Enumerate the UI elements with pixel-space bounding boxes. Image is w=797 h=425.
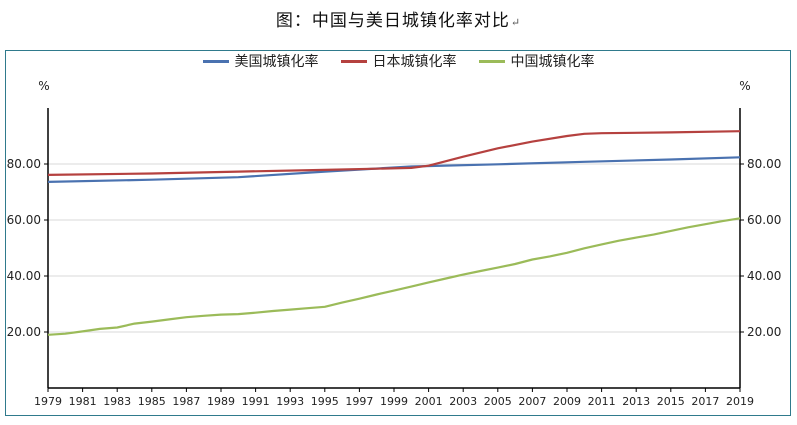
x-tick-label: 1991 [242, 395, 270, 408]
y-tick-label-left: 20.00 [7, 325, 41, 339]
legend-label-china: 中国城镇化率 [510, 54, 595, 70]
x-tick-label: 1979 [34, 395, 62, 408]
y-tick-label-left: 60.00 [7, 213, 41, 227]
y-tick-label-left: 40.00 [7, 269, 41, 283]
y-tick-label-right: 60.00 [747, 213, 781, 227]
series-line-1 [47, 130, 741, 176]
x-tick-label: 2005 [484, 395, 512, 408]
x-tick-label: 1995 [311, 395, 339, 408]
figure-title: 图：中国与美日城镇化率对比↵ [0, 6, 797, 31]
x-tick-label: 1983 [103, 395, 131, 408]
figure-title-text: 图：中国与美日城镇化率对比 [275, 11, 510, 31]
x-tick-label: 1981 [69, 395, 97, 408]
series-line-2 [47, 217, 741, 336]
x-tick-label: 1987 [172, 395, 200, 408]
y-unit-left: % [38, 79, 49, 93]
legend-swatch-china [478, 59, 505, 63]
return-mark: ↵ [510, 16, 522, 29]
chart-legend: 美国城镇化率 日本城镇化率 中国城镇化率 [0, 51, 797, 71]
x-tick-label: 2011 [588, 395, 616, 408]
x-tick-label: 2009 [553, 395, 581, 408]
legend-item-japan: 日本城镇化率 [340, 51, 457, 71]
legend-swatch-usa [202, 59, 229, 63]
x-tick-label: 2017 [691, 395, 719, 408]
x-tick-label: 2001 [415, 395, 443, 408]
legend-item-china: 中国城镇化率 [478, 51, 595, 71]
y-tick-label-right: 80.00 [747, 157, 781, 171]
series-line-0 [47, 156, 741, 183]
y-tick-label-right: 40.00 [747, 269, 781, 283]
x-tick-label: 2013 [622, 395, 650, 408]
legend-label-japan: 日本城镇化率 [372, 54, 457, 70]
legend-item-usa: 美国城镇化率 [202, 51, 319, 71]
x-tick-label: 2003 [449, 395, 477, 408]
x-tick-label: 1999 [380, 395, 408, 408]
x-tick-label: 1997 [345, 395, 373, 408]
x-tick-label: 1993 [276, 395, 304, 408]
legend-swatch-japan [340, 59, 367, 63]
x-tick-label: 2015 [657, 395, 685, 408]
y-tick-label-right: 20.00 [747, 325, 781, 339]
x-tick-label: 2019 [726, 395, 754, 408]
x-tick-label: 1989 [207, 395, 235, 408]
x-tick-label: 1985 [138, 395, 166, 408]
chart-frame [5, 50, 791, 416]
legend-label-usa: 美国城镇化率 [234, 54, 319, 70]
y-unit-right: % [739, 79, 750, 93]
y-tick-label-left: 80.00 [7, 157, 41, 171]
x-tick-label: 2007 [518, 395, 546, 408]
